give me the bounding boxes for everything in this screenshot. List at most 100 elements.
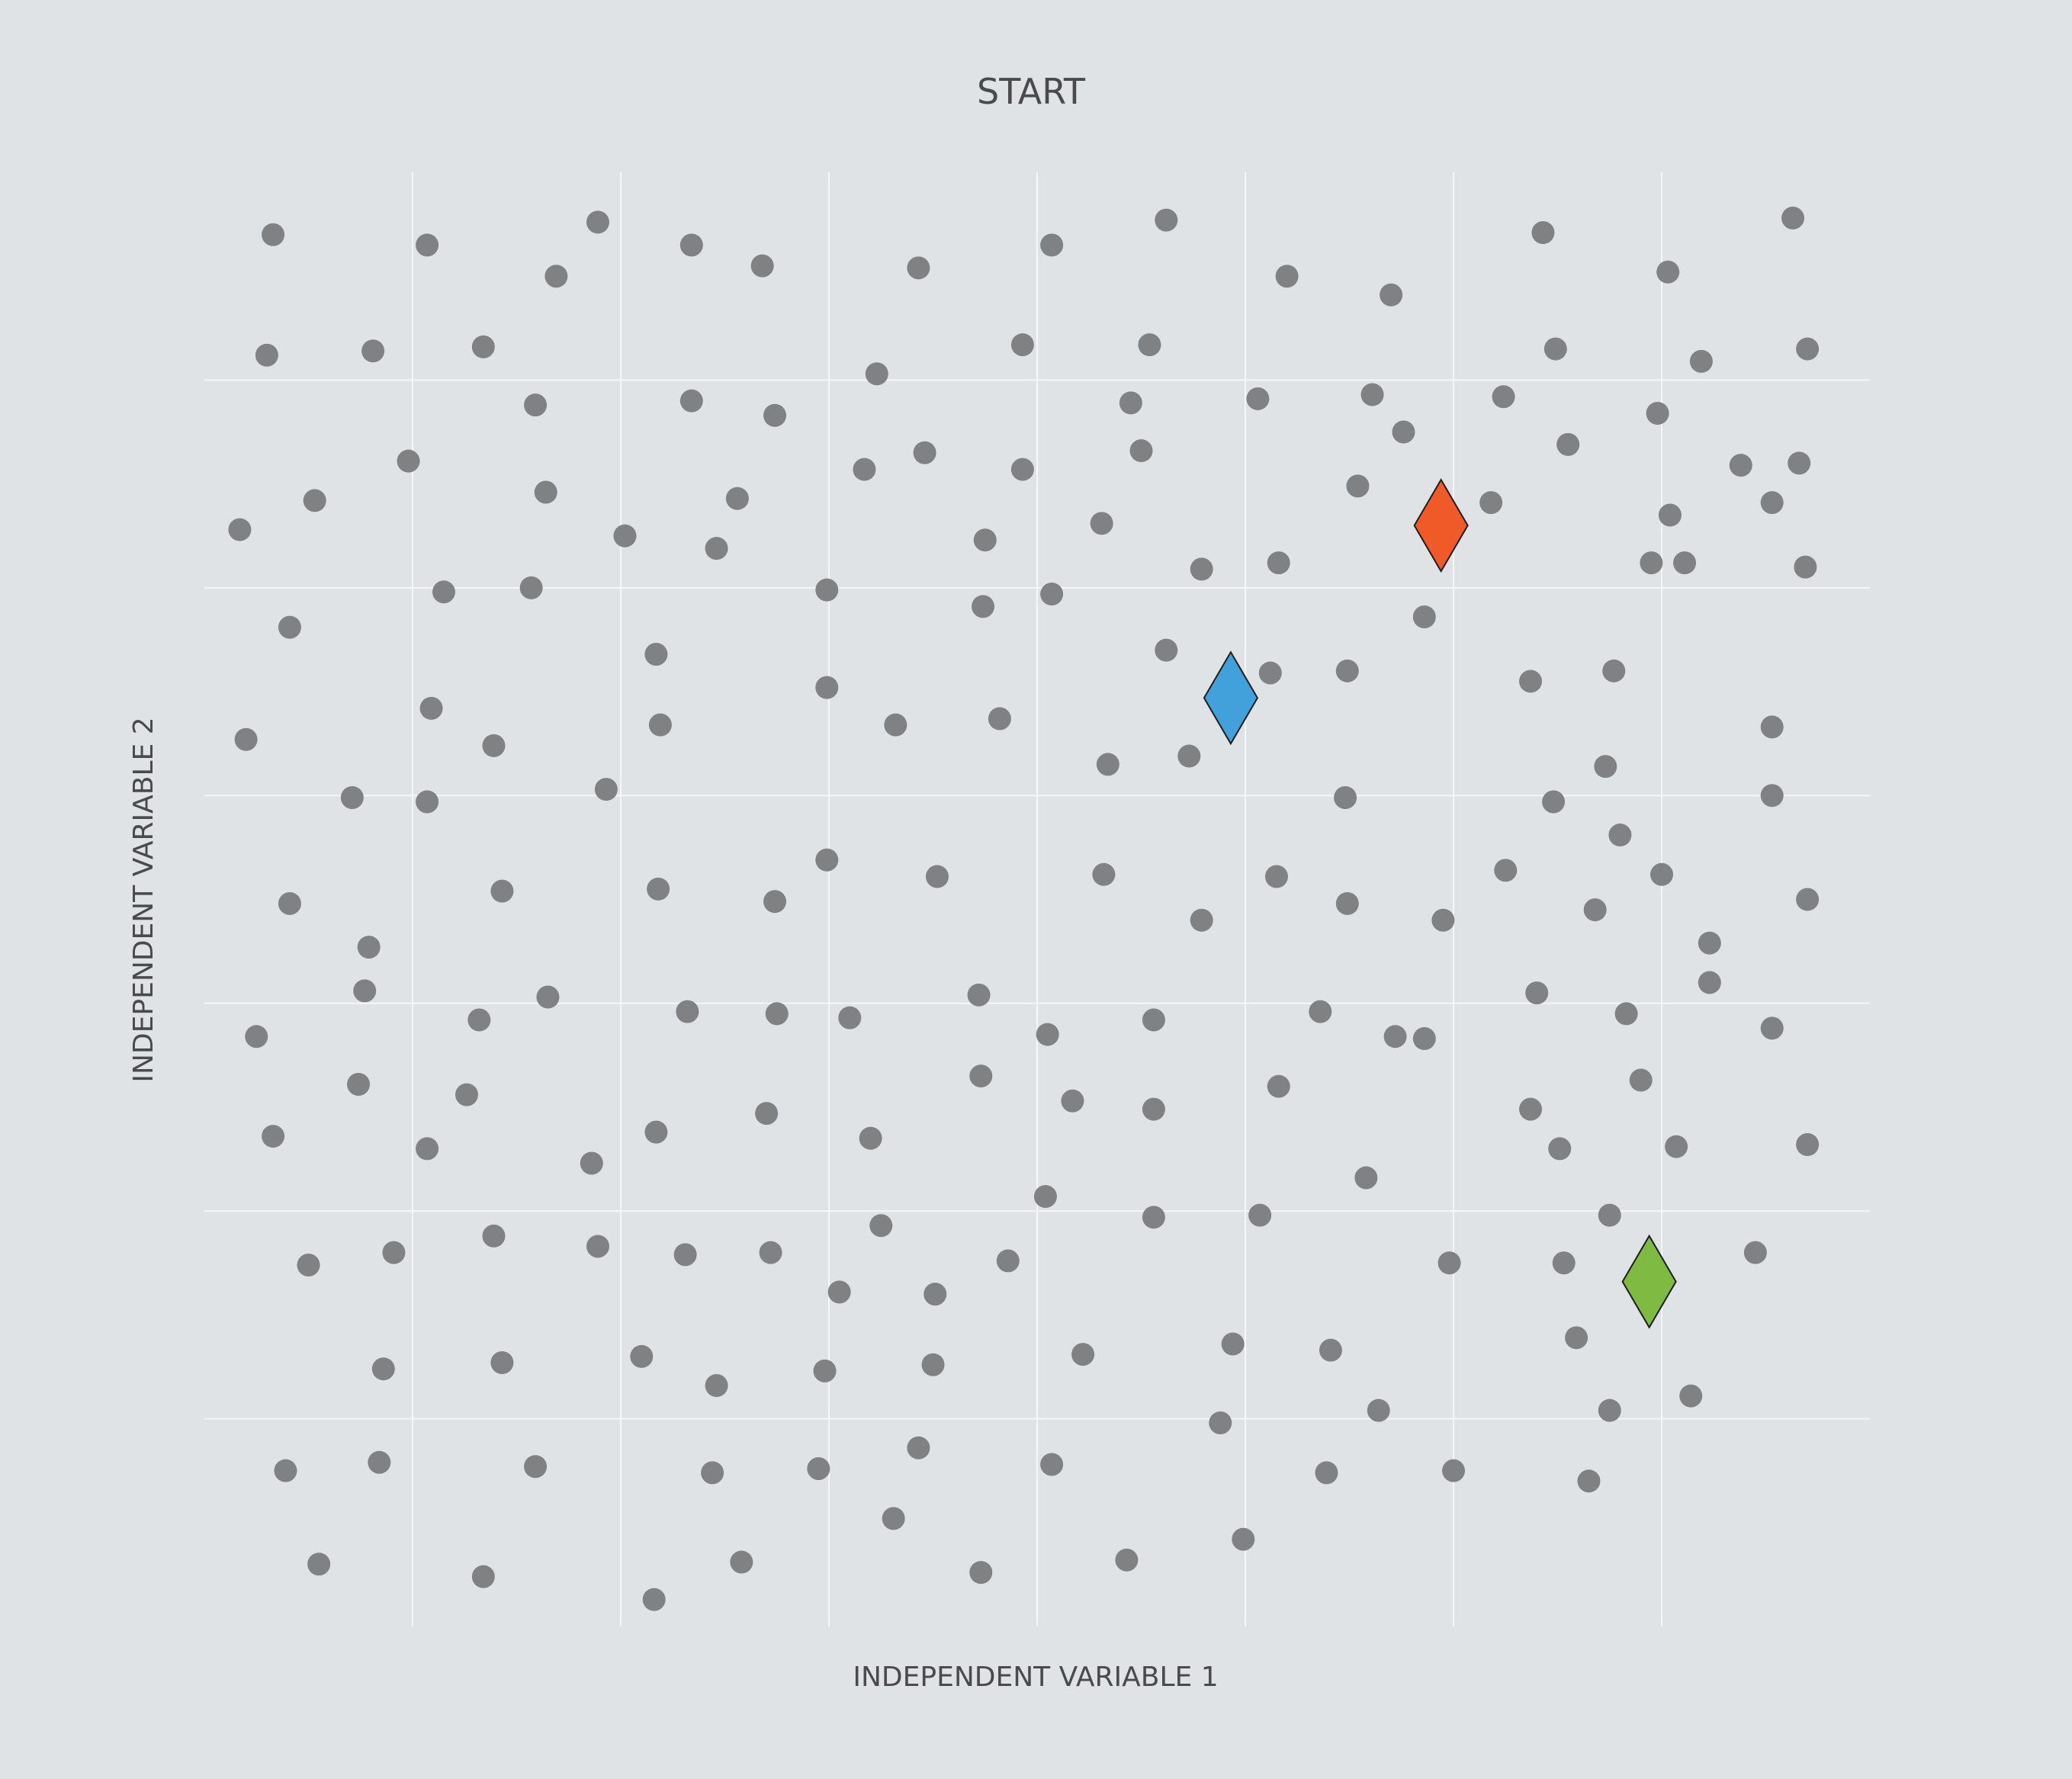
data-point <box>397 449 420 473</box>
data-point <box>644 1120 668 1144</box>
data-point <box>586 210 609 234</box>
data-point <box>1608 824 1632 847</box>
data-point <box>676 1000 699 1023</box>
orange-marker <box>1413 478 1469 573</box>
data-point <box>1315 1461 1338 1485</box>
data-point <box>297 1253 320 1276</box>
data-point <box>416 1137 439 1161</box>
data-point <box>1380 283 1403 307</box>
data-point <box>853 458 876 481</box>
data-point <box>1334 786 1357 810</box>
data-point <box>967 983 991 1007</box>
data-point <box>1646 402 1669 425</box>
data-point <box>815 848 839 872</box>
data-point <box>1155 638 1178 662</box>
data-point <box>467 1008 491 1032</box>
data-point <box>969 1065 993 1088</box>
data-point <box>1796 337 1820 361</box>
data-point <box>1689 349 1713 373</box>
data-point <box>1665 1135 1688 1158</box>
data-point <box>1010 458 1034 481</box>
data-point <box>357 936 381 959</box>
data-point <box>1531 221 1555 245</box>
data-point <box>884 713 908 737</box>
data-point <box>1614 1002 1638 1026</box>
data-point <box>1602 659 1626 682</box>
data-point <box>1177 744 1201 768</box>
chart-title: START <box>977 71 1086 112</box>
data-point <box>228 518 252 541</box>
data-point <box>1138 333 1161 357</box>
data-point <box>763 890 787 914</box>
data-point <box>1096 753 1120 776</box>
data-point <box>416 233 439 257</box>
data-point <box>1119 391 1142 415</box>
data-point <box>1040 233 1064 257</box>
data-point <box>1796 888 1820 911</box>
data-point <box>907 256 930 280</box>
y-axis-label: INDEPENDENT VARIABLE 2 <box>128 717 159 1082</box>
data-point <box>755 1102 779 1126</box>
data-point <box>996 1249 1020 1273</box>
data-point <box>580 1151 603 1175</box>
data-point <box>679 233 703 257</box>
data-point <box>679 389 703 413</box>
data-point <box>1335 891 1359 915</box>
data-point <box>644 643 668 666</box>
data-point <box>813 1359 837 1382</box>
data-point <box>725 486 749 510</box>
data-point <box>1598 1203 1621 1227</box>
data-point <box>1629 1068 1653 1092</box>
data-point <box>536 985 560 1009</box>
data-point <box>642 1588 666 1611</box>
data-point <box>730 1550 753 1574</box>
data-point <box>1010 333 1034 357</box>
data-point <box>1061 1089 1084 1113</box>
data-point <box>1492 385 1515 409</box>
data-point <box>1556 432 1580 456</box>
data-point <box>1142 1097 1165 1121</box>
data-point <box>1275 265 1299 288</box>
data-point <box>1267 1074 1290 1098</box>
data-point <box>1090 512 1113 535</box>
data-point <box>807 1456 830 1480</box>
data-point <box>759 1241 782 1264</box>
data-point <box>1248 1203 1272 1227</box>
data-point <box>524 393 548 417</box>
data-point <box>490 879 514 903</box>
data-point <box>1544 337 1567 361</box>
data-point <box>1552 1251 1576 1275</box>
data-point <box>865 362 888 386</box>
data-point <box>1115 1548 1139 1572</box>
data-point <box>490 1351 514 1375</box>
data-point <box>419 696 443 720</box>
data-point <box>921 1353 945 1376</box>
data-point <box>1383 1025 1407 1048</box>
data-point <box>1594 755 1617 779</box>
data-point <box>1319 1338 1342 1362</box>
data-point <box>353 979 377 1003</box>
data-point <box>594 778 618 801</box>
data-point <box>1577 1469 1601 1493</box>
grid-layer <box>204 172 1870 1626</box>
data-point <box>255 343 278 367</box>
data-point <box>1431 908 1455 932</box>
data-point <box>1040 583 1064 606</box>
data-point <box>471 335 495 358</box>
data-point <box>1354 1166 1378 1190</box>
data-point <box>524 1455 548 1479</box>
data-point <box>613 524 637 548</box>
green-marker <box>1621 1234 1677 1329</box>
data-point <box>1412 605 1436 628</box>
data-point <box>1583 898 1607 922</box>
data-point <box>1142 1206 1165 1229</box>
data-point <box>340 786 364 810</box>
data-point <box>1796 1132 1820 1156</box>
data-point <box>1335 659 1359 682</box>
data-point <box>1129 439 1153 463</box>
data-point <box>1036 1023 1059 1046</box>
data-point <box>988 707 1011 731</box>
data-point <box>1264 865 1288 888</box>
data-point <box>1548 1137 1572 1161</box>
